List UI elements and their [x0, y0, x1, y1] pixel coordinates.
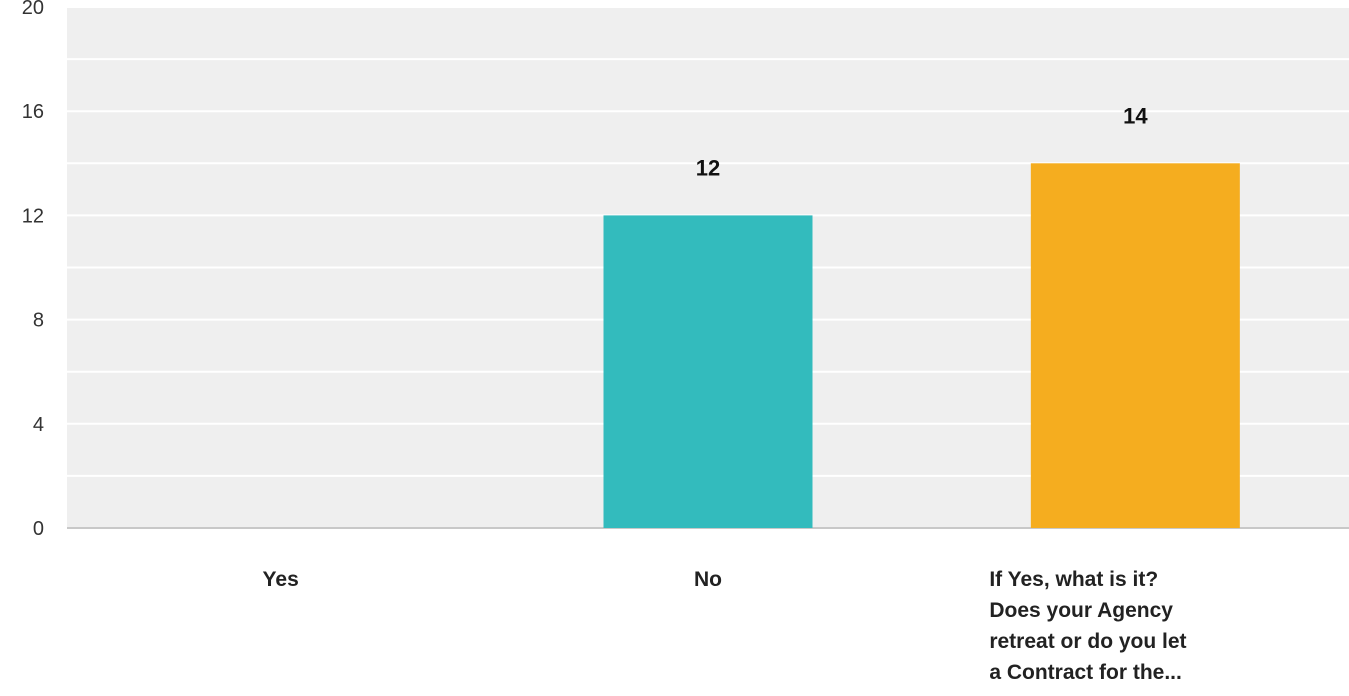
x-category-label: If Yes, what is it? Does your Agency retre… [989, 568, 1186, 684]
y-tick-label: 4 [33, 414, 44, 436]
bar [603, 215, 813, 528]
y-tick-label: 0 [33, 518, 44, 540]
y-tick-label: 12 [22, 205, 44, 227]
x-category-label-line: If Yes, what is it? [989, 568, 1158, 591]
x-axis-category-labels: Yes No If Yes, what is it? Does your Agency… [263, 568, 1187, 684]
x-category-label: No [694, 568, 722, 591]
data-label: 14 [1123, 103, 1148, 128]
x-category-label-line: a Contract for the... [989, 661, 1182, 684]
x-category-label-line: Yes [263, 568, 299, 591]
y-tick-label: 8 [33, 310, 44, 332]
x-category-label: Yes [263, 568, 299, 591]
bar [1030, 163, 1240, 529]
y-tick-label: 16 [22, 101, 44, 123]
x-category-label-line: No [694, 568, 722, 591]
y-axis-tick-labels: 0 4 8 12 16 20 [22, 0, 44, 540]
x-category-label-line: retreat or do you let [989, 630, 1186, 653]
data-label: 12 [696, 155, 720, 180]
data-labels: 12 14 [696, 103, 1149, 180]
bars [603, 163, 1240, 529]
y-tick-label: 20 [22, 0, 44, 19]
x-category-label-line: Does your Agency [989, 599, 1173, 622]
